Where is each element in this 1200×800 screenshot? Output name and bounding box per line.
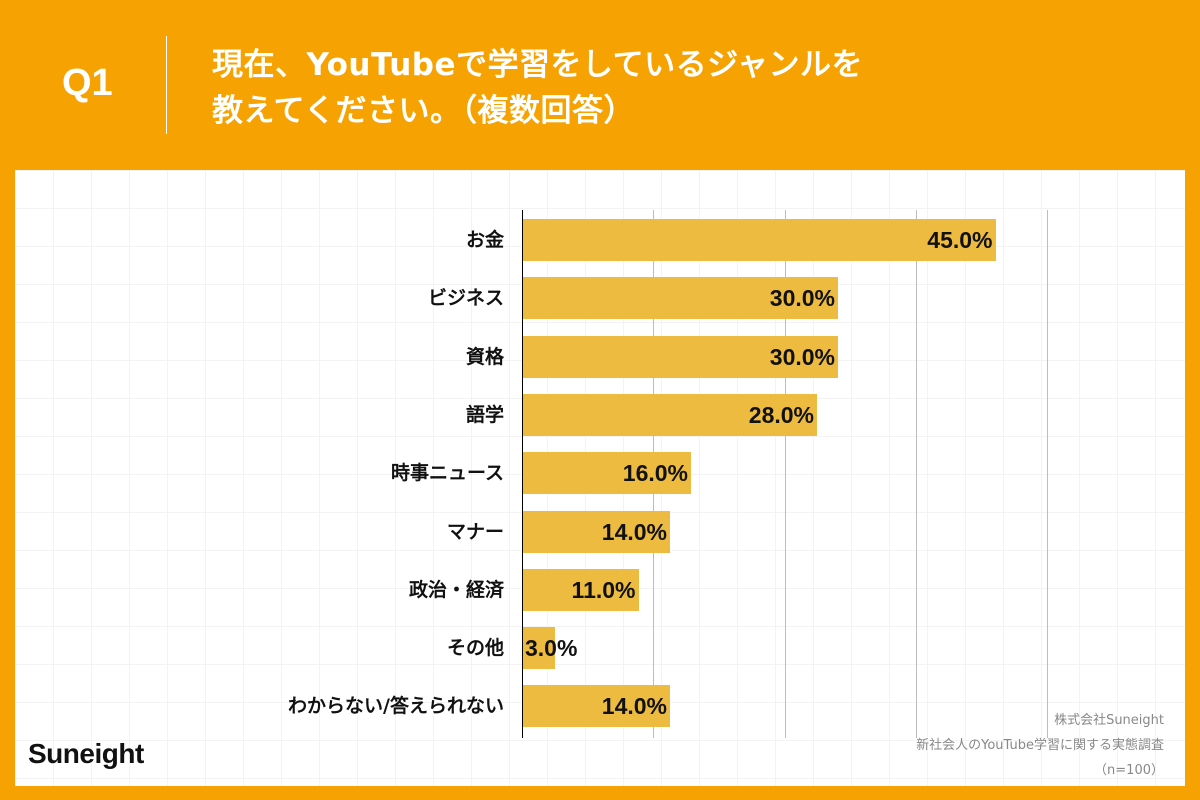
value-label: 28.0% (748, 401, 814, 428)
bar (523, 277, 838, 320)
value-label: 3.0% (525, 635, 578, 662)
header: Q1 現在、YouTubeで学習をしているジャンルを 教えてください。（複数回答… (0, 0, 1200, 170)
gridline (785, 210, 786, 738)
title-line-1: 現在、YouTubeで学習をしているジャンルを (212, 47, 864, 83)
bar-row: 語学 28.0% (0, 393, 1200, 436)
category-label: 資格 (465, 345, 504, 368)
bar (523, 452, 691, 495)
y-axis (522, 210, 523, 738)
value-label: 11.0% (571, 576, 636, 603)
bar (523, 510, 670, 553)
source-sample-size: （n=100） (1094, 763, 1164, 778)
bar-row: 資格 30.0% (0, 335, 1200, 378)
category-label: 語学 (465, 403, 504, 426)
gridline (916, 210, 917, 738)
suneight-logo: Suneight (28, 738, 144, 769)
bar (523, 219, 996, 261)
bar (523, 685, 670, 728)
category-label: 時事ニュース (390, 462, 504, 485)
bar-row: ビジネス 30.0% (0, 277, 1200, 320)
bar (523, 568, 639, 611)
header-divider (166, 36, 167, 134)
bar (523, 335, 838, 378)
value-label: 45.0% (927, 227, 993, 253)
source-survey: 新社会人のYouTube学習に関する実態調査 (916, 738, 1164, 753)
category-label: マナー (446, 520, 504, 543)
value-label: 16.0% (622, 460, 688, 487)
source-company: 株式会社Suneight (1054, 713, 1164, 728)
category-label: ビジネス (427, 287, 504, 310)
chart-title: 現在、YouTubeで学習をしているジャンルを 教えてください。（複数回答） (212, 42, 863, 134)
value-label: 30.0% (769, 285, 835, 312)
bar-row: 政治・経済 11.0% (0, 568, 1200, 611)
source-note: 株式会社Suneight 新社会人のYouTube学習に関する実態調査 （n=1… (916, 708, 1164, 783)
category-label: わからない/答えられない (288, 695, 504, 718)
bar-row: お金 45.0% (0, 219, 1200, 261)
gridline (1047, 210, 1048, 738)
value-label: 14.0% (601, 518, 667, 545)
category-label: お金 (465, 229, 504, 251)
bar (523, 627, 555, 670)
bar-row: マナー 14.0% (0, 510, 1200, 553)
category-label: その他 (446, 637, 504, 660)
question-label: Q1 (62, 62, 113, 104)
value-label: 14.0% (601, 693, 667, 720)
bar (523, 393, 817, 436)
value-label: 30.0% (769, 343, 835, 370)
bar-row: その他 3.0% (0, 627, 1200, 670)
bar-row: 時事ニュース 16.0% (0, 452, 1200, 495)
category-label: 政治・経済 (408, 578, 504, 601)
bar-row: わからない/答えられない 14.0% (0, 685, 1200, 728)
title-line-2: 教えてください。（複数回答） (212, 93, 636, 129)
